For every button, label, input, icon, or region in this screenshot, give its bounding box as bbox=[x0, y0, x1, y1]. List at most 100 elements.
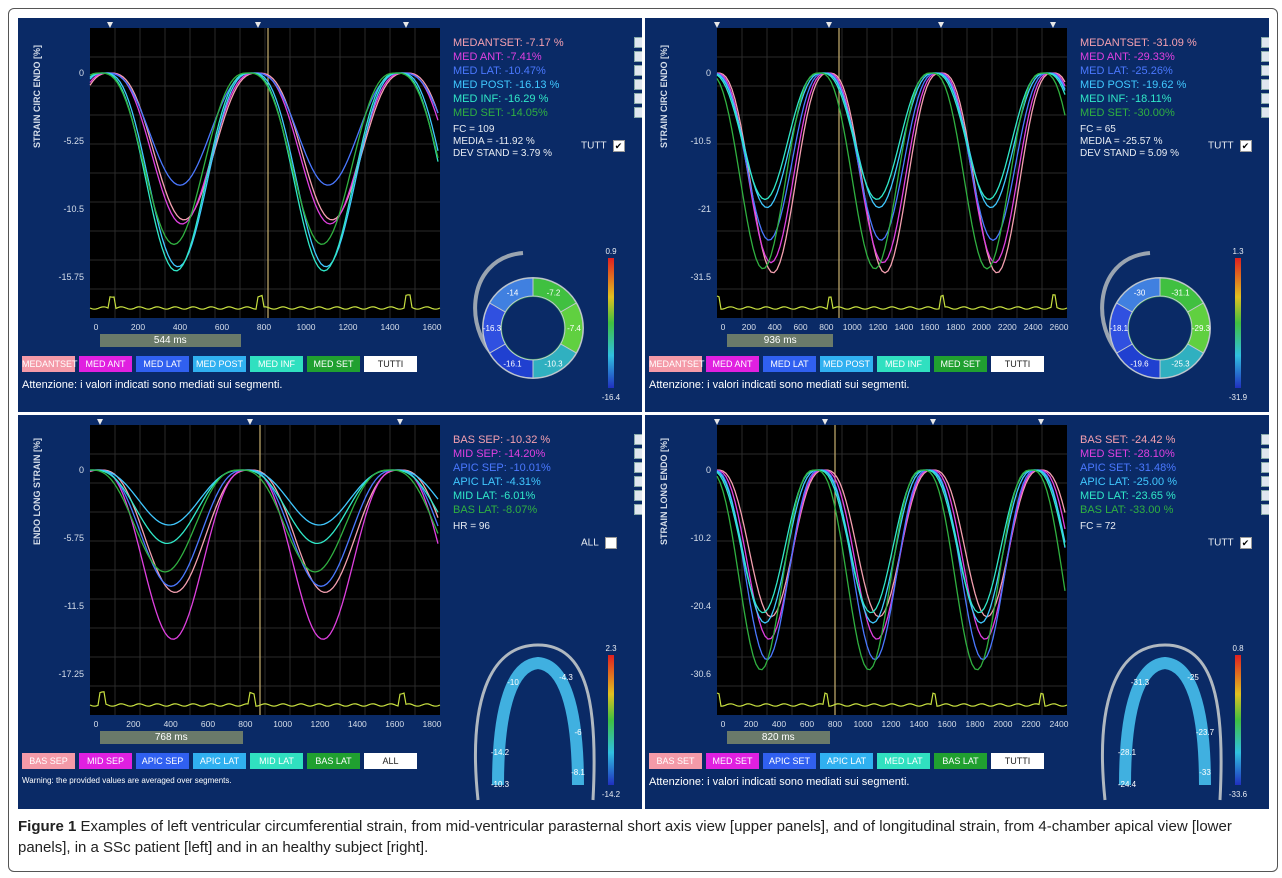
series-checkbox[interactable] bbox=[1261, 490, 1269, 501]
legend-label: BAS SEP: -10.32 % bbox=[453, 434, 551, 446]
segment-button[interactable]: APIC SEP bbox=[136, 753, 189, 769]
segment-button[interactable]: MED SET bbox=[706, 753, 759, 769]
segment-button[interactable]: MED POST bbox=[193, 356, 246, 372]
segment-button[interactable]: APIC LAT bbox=[820, 753, 873, 769]
segment-button[interactable]: MID SEP bbox=[79, 753, 132, 769]
panel-upper-right: 0 -10.5 -21 -31.5 0 200 400 600 800 1000 1200 1400 1… bbox=[645, 18, 1269, 412]
legend-label: MEDANTSET: -7.17 % bbox=[453, 37, 564, 49]
segment-button[interactable]: BAS SEP bbox=[22, 753, 75, 769]
cycle-marker-icon bbox=[822, 419, 828, 425]
figure-caption-label: Figure 1 bbox=[18, 818, 77, 835]
select-all-toggle[interactable]: TUTT ✔ bbox=[1208, 537, 1252, 549]
series-checkbox[interactable] bbox=[1261, 37, 1269, 48]
legend-entry: MEDANTSET: -7.17 % bbox=[453, 36, 642, 50]
colorbar-max-label: 0.8 bbox=[1232, 644, 1244, 653]
segment-button[interactable]: MED INF bbox=[250, 356, 303, 372]
segment-button[interactable]: APIC LAT bbox=[193, 753, 246, 769]
series-checkbox[interactable] bbox=[634, 476, 642, 487]
y-tick-label: 0 bbox=[706, 465, 711, 475]
select-all-toggle[interactable]: TUTT ✔ bbox=[581, 140, 625, 152]
segment-button[interactable]: ALL bbox=[364, 753, 417, 769]
select-all-checkbox[interactable]: ✔ bbox=[1239, 140, 1252, 152]
y-tick-label: -10.2 bbox=[690, 533, 711, 543]
segment-button[interactable]: MED ANT bbox=[79, 356, 132, 372]
segment-button[interactable]: TUTTI bbox=[364, 356, 417, 372]
x-tick-label: 1600 bbox=[385, 719, 404, 729]
series-checkbox[interactable] bbox=[1261, 476, 1269, 487]
stat-line: FC = 72 bbox=[1080, 521, 1116, 532]
segment-button[interactable]: BAS LAT bbox=[934, 753, 987, 769]
select-all-checkbox[interactable] bbox=[604, 537, 617, 549]
segment-button[interactable]: MID LAT bbox=[250, 753, 303, 769]
segment-button[interactable]: MED LAT bbox=[136, 356, 189, 372]
legend-label: MEDANTSET: -31.09 % bbox=[1080, 37, 1197, 49]
series-checkbox[interactable] bbox=[1261, 448, 1269, 459]
strain-curve bbox=[90, 469, 439, 573]
series-checkbox[interactable] bbox=[634, 462, 642, 473]
legend-label: MED POST: -19.62 % bbox=[1080, 79, 1187, 91]
strain-plot-svg: 0 -5.25 -10.5 -15.75 0 200 400 600 800 1000 1200 14… bbox=[58, 22, 621, 402]
select-all-checkbox[interactable]: ✔ bbox=[612, 140, 625, 152]
series-checkbox[interactable] bbox=[634, 93, 642, 104]
segment-button[interactable]: MEDANTSET bbox=[22, 356, 78, 372]
x-tick-label: 1600 bbox=[938, 719, 957, 729]
legend-entry: MED SET: -30.00% bbox=[1080, 106, 1269, 120]
series-checkbox[interactable] bbox=[1261, 93, 1269, 104]
series-checkbox[interactable] bbox=[1261, 107, 1269, 118]
segment-button[interactable]: MED SET bbox=[307, 356, 360, 372]
legend-label: MED INF: -18.11% bbox=[1080, 93, 1172, 105]
segment-button[interactable]: MED SET bbox=[934, 356, 987, 372]
x-tick-label: 400 bbox=[768, 322, 782, 332]
series-checkbox[interactable] bbox=[1261, 65, 1269, 76]
legend-label: APIC LAT: -25.00 % bbox=[1080, 476, 1178, 488]
averaging-note: Attenzione: i valori indicati sono media… bbox=[649, 776, 910, 788]
segment-value: -19.6 bbox=[1130, 360, 1149, 369]
series-checkbox[interactable] bbox=[634, 490, 642, 501]
stat-line: DEV STAND = 3.79 % bbox=[453, 148, 553, 159]
segment-button[interactable]: MED POST bbox=[820, 356, 873, 372]
series-checkbox[interactable] bbox=[634, 448, 642, 459]
segment-button[interactable]: MED ANT bbox=[706, 356, 759, 372]
x-tick-label: 1600 bbox=[423, 322, 442, 332]
strain-curve bbox=[89, 72, 439, 272]
segment-button[interactable]: MED LAT bbox=[877, 753, 930, 769]
series-checkbox[interactable] bbox=[634, 79, 642, 90]
series-checkbox[interactable] bbox=[1261, 79, 1269, 90]
y-axis-label: STRAIN CIRC ENDO [%] bbox=[659, 45, 669, 148]
segment-button[interactable]: TUTTI bbox=[991, 356, 1044, 372]
select-all-toggle[interactable]: TUTT ✔ bbox=[1208, 140, 1252, 152]
series-checkbox[interactable] bbox=[634, 51, 642, 62]
series-checkbox[interactable] bbox=[634, 65, 642, 76]
segment-button[interactable]: MED LAT bbox=[763, 356, 816, 372]
series-checkbox[interactable] bbox=[634, 107, 642, 118]
x-tick-label: 1400 bbox=[894, 322, 913, 332]
series-checkbox[interactable] bbox=[1261, 462, 1269, 473]
bullseye-segment bbox=[1116, 277, 1161, 313]
segment-value: -10.3 bbox=[491, 780, 510, 789]
x-tick-label: 1000 bbox=[273, 719, 292, 729]
figure-grid: 0 -5.25 -10.5 -15.75 0 200 400 600 800 1000 1200 14… bbox=[18, 18, 1269, 809]
ecg-trace bbox=[89, 294, 441, 310]
series-checkbox[interactable] bbox=[634, 37, 642, 48]
select-all-toggle[interactable]: ALL bbox=[581, 537, 617, 549]
x-tick-label: 400 bbox=[173, 322, 187, 332]
legend-entry: BAS SET: -24.42 % bbox=[1080, 433, 1269, 447]
strain-plot-svg: 0 -10.2 -20.4 -30.6 0 200 400 600 800 1000 1200 140… bbox=[690, 419, 1248, 801]
legend-entry: BAS SEP: -10.32 % bbox=[453, 433, 642, 447]
series-checkbox[interactable] bbox=[1261, 434, 1269, 445]
select-all-checkbox[interactable]: ✔ bbox=[1239, 537, 1252, 549]
segment-button[interactable]: APIC SET bbox=[763, 753, 816, 769]
colorbar-min-label: -14.2 bbox=[602, 790, 621, 799]
figure-caption: Figure 1 Examples of left ventricular ci… bbox=[18, 816, 1264, 858]
series-checkbox[interactable] bbox=[634, 504, 642, 515]
cycle-marker-icon bbox=[107, 22, 113, 28]
interval-label: 820 ms bbox=[727, 731, 830, 744]
segment-button[interactable]: BAS LAT bbox=[307, 753, 360, 769]
series-checkbox[interactable] bbox=[1261, 51, 1269, 62]
segment-button[interactable]: MEDANTSET bbox=[649, 356, 705, 372]
segment-button[interactable]: BAS SET bbox=[649, 753, 702, 769]
series-checkbox[interactable] bbox=[1261, 504, 1269, 515]
series-checkbox[interactable] bbox=[634, 434, 642, 445]
segment-button[interactable]: MED INF bbox=[877, 356, 930, 372]
segment-button[interactable]: TUTTI bbox=[991, 753, 1044, 769]
